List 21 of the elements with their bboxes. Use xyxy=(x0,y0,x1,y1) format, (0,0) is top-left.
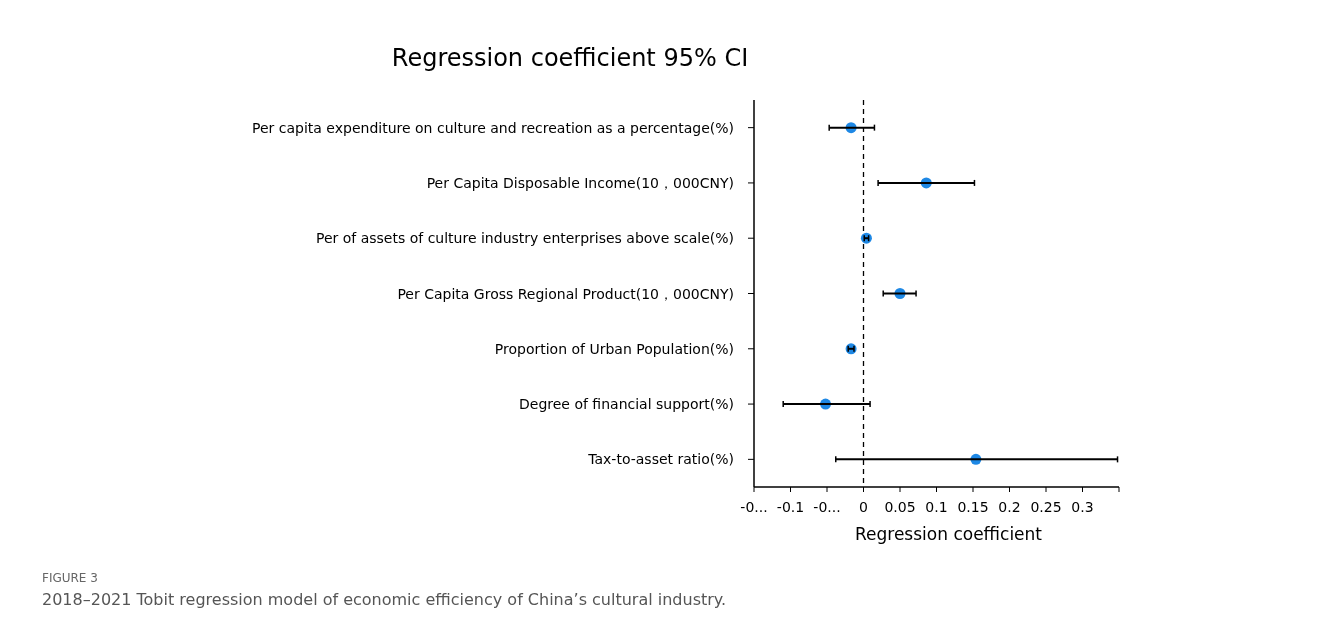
caption: FIGURE 3 xyxy=(42,571,98,585)
x-tick-label: -0.1 xyxy=(776,499,805,515)
x-axis-title: Regression coefficient xyxy=(855,524,1043,544)
x-tick-label: -0... xyxy=(813,499,841,515)
y-tick-label: Per Capita Gross Regional Product(10，000CNY) xyxy=(397,285,734,302)
y-tick-label: Tax-to-asset ratio(%) xyxy=(587,451,734,468)
chart-title: Regression coefficient 95% CI xyxy=(391,44,749,72)
x-tick-label: -0... xyxy=(740,499,768,515)
x-tick-label: 0 xyxy=(859,499,868,515)
x-tick-label: 0.15 xyxy=(957,499,989,515)
y-tick-label: Degree of financial support(%) xyxy=(519,396,734,413)
y-tick-label: Proportion of Urban Population(%) xyxy=(494,340,734,357)
y-tick-label: Per capita expenditure on culture and recreation as a percentage(%) xyxy=(252,119,734,136)
y-tick-label: Per of assets of culture industry enterprises above scale(%) xyxy=(315,230,734,247)
y-tick-label: Per Capita Disposable Income(10，000CNY) xyxy=(426,174,734,191)
x-tick-label: 0.3 xyxy=(1071,499,1094,515)
x-tick-label: 0.05 xyxy=(884,499,916,515)
x-tick-label: 0.2 xyxy=(998,499,1021,515)
text: 2018–2021 Tobit regression model of economic efficiency of China’s cultural industry. xyxy=(42,590,727,609)
x-tick-label: 0.25 xyxy=(1030,499,1062,515)
x-tick-label: 0.1 xyxy=(925,499,948,515)
